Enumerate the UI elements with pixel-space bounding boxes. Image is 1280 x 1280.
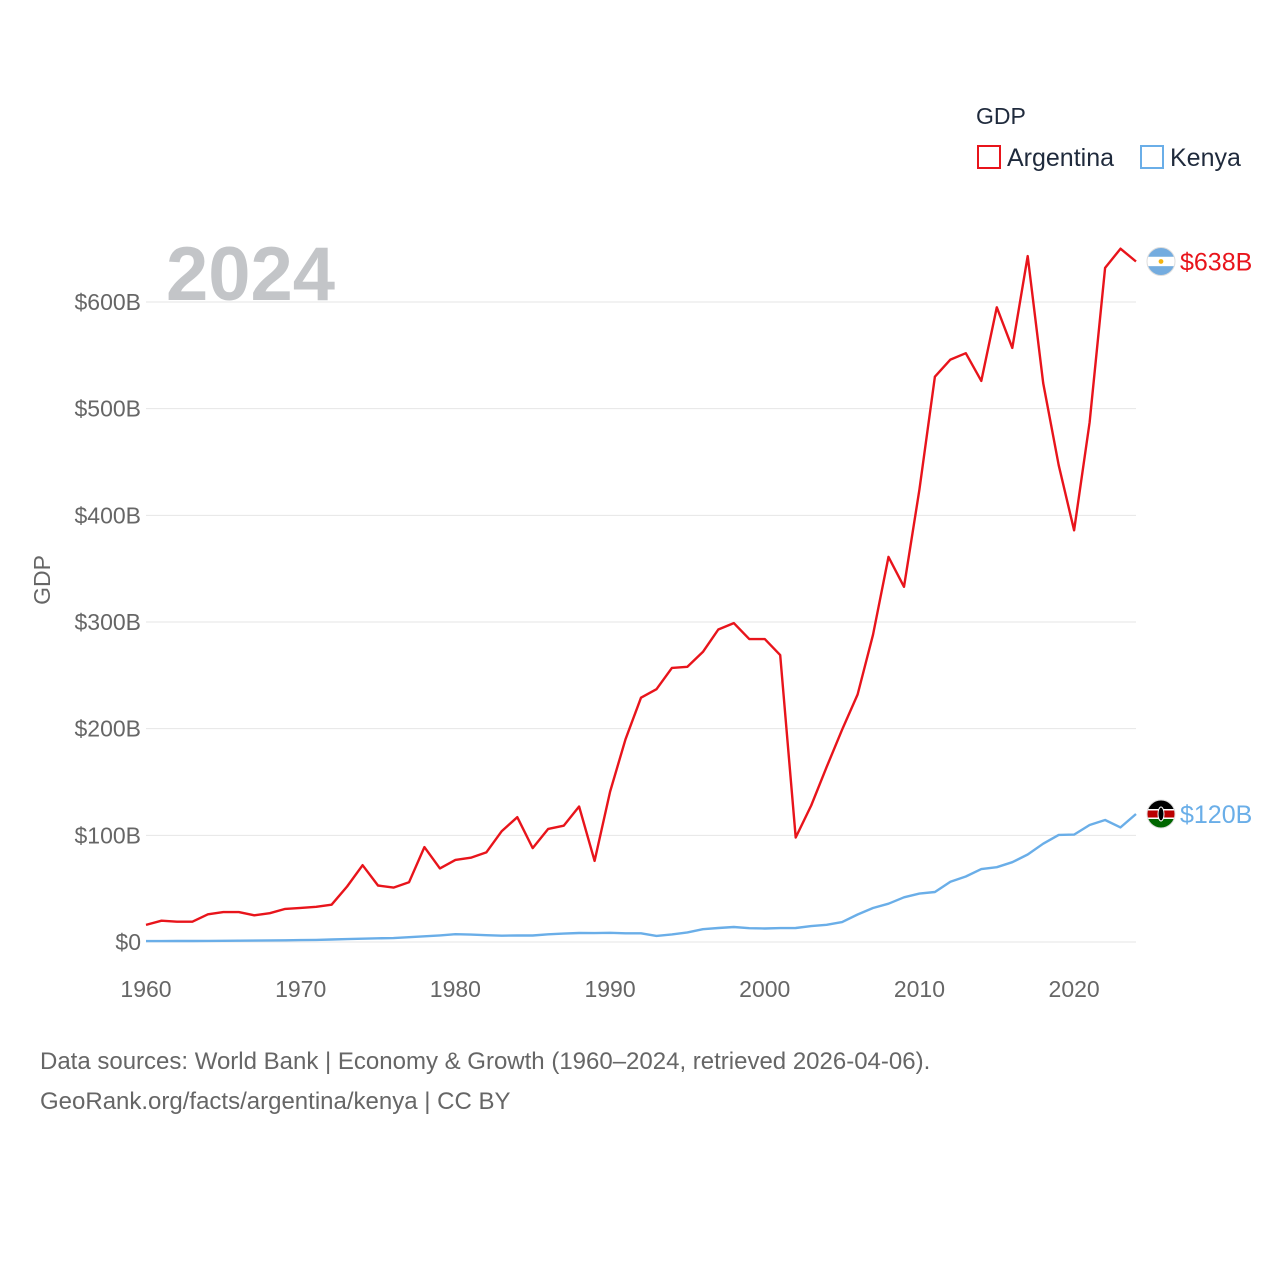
y-tick-label: $600B	[74, 289, 141, 315]
legend-item-argentina[interactable]: Argentina	[977, 144, 1114, 172]
legend-title: GDP	[976, 103, 1026, 129]
source-line: Data sources: World Bank | Economy & Gro…	[40, 1048, 931, 1075]
x-tick-label: 2010	[894, 976, 945, 1002]
argentina-flag-icon	[1146, 246, 1176, 276]
x-tick-label: 1970	[275, 976, 326, 1002]
legend-item-kenya[interactable]: Kenya	[1140, 144, 1241, 172]
year-watermark: 2024	[166, 232, 335, 317]
x-axis-ticks: 1960 1970 1980 1990 2000 2010 2020	[120, 976, 1099, 1002]
legend-swatch-argentina	[977, 145, 1001, 169]
end-value-label-kenya: $120B	[1180, 801, 1252, 829]
y-tick-label: $200B	[74, 716, 141, 742]
x-tick-label: 2000	[739, 976, 790, 1002]
y-tick-label: $300B	[74, 609, 141, 635]
series-lines	[145, 247, 1137, 943]
y-tick-label: $100B	[74, 822, 141, 848]
y-tick-label: $400B	[74, 502, 141, 528]
credit-line: GeoRank.org/facts/argentina/kenya | CC B…	[40, 1088, 511, 1115]
grid-lines	[146, 301, 1136, 943]
x-tick-label: 1980	[430, 976, 481, 1002]
x-tick-label: 1960	[120, 976, 171, 1002]
x-tick-label: 2020	[1049, 976, 1100, 1002]
data-source-footer: Data sources: World Bank | Economy & Gro…	[40, 1042, 930, 1122]
y-tick-label: $0	[115, 929, 141, 955]
series-line-kenya	[146, 813, 1137, 943]
legend-label-kenya: Kenya	[1170, 144, 1241, 172]
legend-swatch-kenya	[1140, 145, 1164, 169]
kenya-flag-icon	[1146, 799, 1176, 829]
end-markers: $638B $120B	[1146, 246, 1252, 829]
series-line-argentina	[145, 247, 1137, 927]
y-tick-label: $500B	[74, 396, 141, 422]
y-axis-ticks: $0 $100B $200B $300B $400B $500B $600B	[74, 289, 141, 955]
y-axis-title: GDP	[29, 555, 55, 605]
end-value-label-argentina: $638B	[1180, 248, 1252, 276]
legend-label-argentina: Argentina	[1007, 144, 1114, 172]
legend[interactable]: GDP Argentina Kenya	[976, 103, 1241, 172]
x-tick-label: 1990	[584, 976, 635, 1002]
